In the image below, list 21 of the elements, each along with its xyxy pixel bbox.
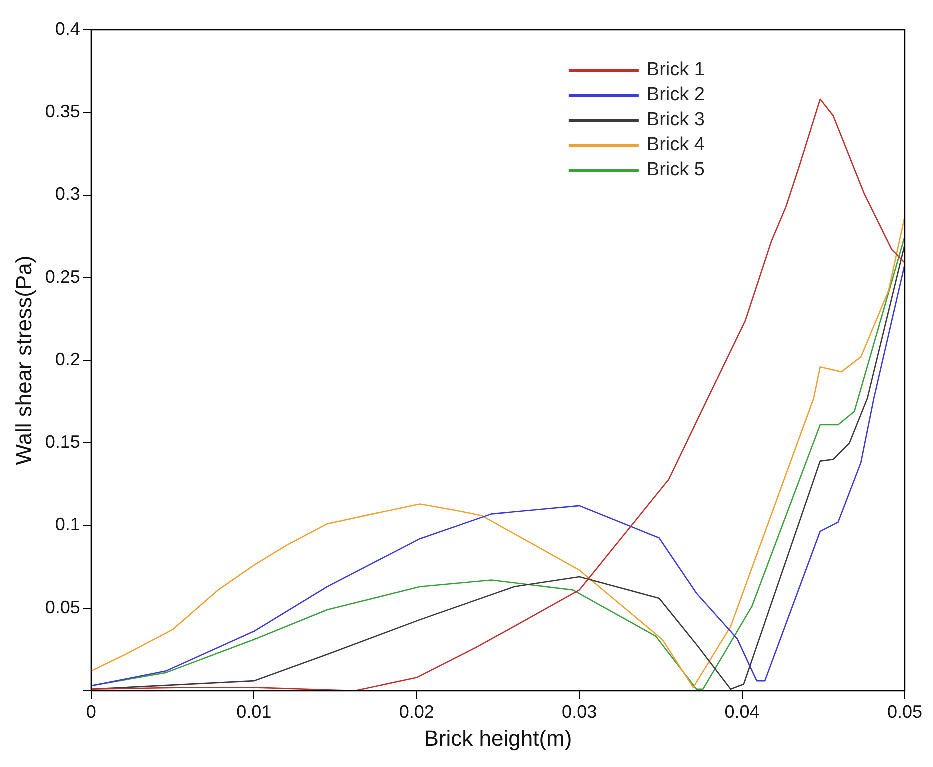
y-tick-label: 0.25: [45, 266, 80, 287]
legend-label: Brick 3: [646, 110, 706, 131]
y-tick-label: 0.4: [55, 18, 80, 39]
x-tick-label: 0: [86, 702, 96, 722]
y-tick-label: 0.3: [55, 184, 80, 204]
y-axis-title: Wall shear stress(Pa): [11, 256, 36, 466]
x-tick-label: 0.04: [724, 702, 760, 722]
x-tick-label: 0.03: [562, 702, 598, 722]
y-tick-label: 0.05: [45, 597, 80, 618]
x-tick-label: 0.01: [236, 702, 272, 722]
y-tick-label: 0.1: [55, 514, 80, 535]
x-tick-label: 0.05: [887, 702, 923, 722]
legend-label: Brick 5: [646, 160, 706, 181]
legend-label: Brick 4: [646, 134, 706, 156]
y-tick-label: 0.15: [45, 432, 80, 452]
x-axis-title: Brick height(m): [424, 726, 572, 751]
x-tick-label: 0.02: [399, 702, 434, 722]
legend-label: Brick 1: [646, 60, 706, 81]
legend-label: Brick 2: [646, 84, 706, 106]
y-tick-label: 0.2: [55, 349, 80, 370]
y-tick-label: 0.35: [45, 102, 80, 122]
